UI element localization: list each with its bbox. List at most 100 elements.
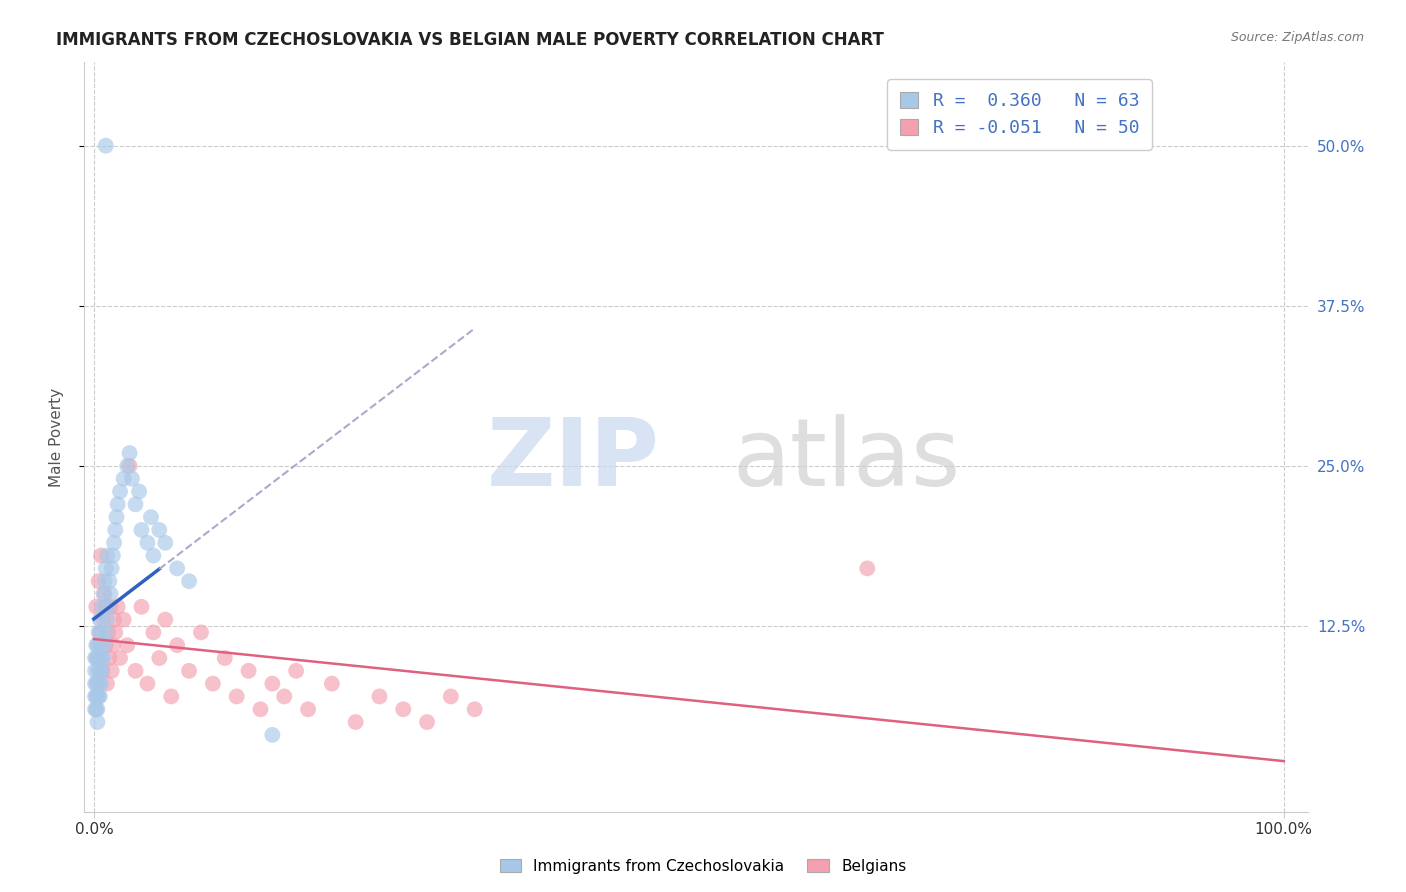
Point [104,625,127,640]
Point [98,574,121,589]
Point [84,599,107,614]
Point [93,587,115,601]
Point [93,574,115,589]
Point [84,651,107,665]
Text: Source: ZipAtlas.com: Source: ZipAtlas.com [1230,31,1364,45]
Legend: R =  0.360   N = 63, R = -0.051   N = 50: R = 0.360 N = 63, R = -0.051 N = 50 [887,79,1152,150]
Point [262,676,284,690]
Point [84,690,107,704]
Point [225,690,247,704]
Y-axis label: Male Poverty: Male Poverty [49,387,63,487]
Point [91,664,114,678]
Point [94,638,117,652]
Point [124,664,146,678]
Point [94,561,117,575]
Point [89,664,111,678]
Point [91,599,114,614]
Point [90,625,112,640]
Point [93,613,115,627]
Point [91,664,114,678]
Point [90,651,112,665]
Point [86,676,108,690]
Point [96,613,118,627]
Point [124,497,146,511]
Point [86,690,108,704]
Text: IMMIGRANTS FROM CZECHOSLOVAKIA VS BELGIAN MALE POVERTY CORRELATION CHART: IMMIGRANTS FROM CZECHOSLOVAKIA VS BELGIA… [56,31,884,49]
Point [89,613,111,627]
Point [87,676,110,690]
Point [155,535,177,549]
Point [93,651,115,665]
Point [297,702,319,716]
Point [392,702,415,716]
Point [89,638,111,652]
Point [121,472,143,486]
Point [321,676,343,690]
Point [94,599,117,614]
Point [87,651,110,665]
Point [464,702,486,716]
Point [105,510,128,524]
Point [856,561,879,575]
Point [103,613,125,627]
Point [84,702,107,716]
Point [84,651,107,665]
Point [84,638,107,652]
Point [148,651,170,665]
Point [238,664,260,678]
Point [273,690,295,704]
Point [118,446,141,460]
Point [86,702,108,716]
Point [94,625,117,640]
Text: atlas: atlas [733,414,960,506]
Point [86,714,108,729]
Point [97,599,120,614]
Point [96,549,118,563]
Point [115,638,138,652]
Point [262,728,284,742]
Point [90,549,112,563]
Point [104,523,127,537]
Point [285,664,308,678]
Point [86,638,108,652]
Point [98,651,121,665]
Point [84,702,107,716]
Point [249,702,271,716]
Point [101,549,124,563]
Point [89,625,111,640]
Point [142,625,165,640]
Point [100,561,122,575]
Point [87,574,110,589]
Point [84,676,107,690]
Point [103,535,125,549]
Point [101,638,124,652]
Point [87,690,110,704]
Point [139,510,162,524]
Point [100,599,122,614]
Point [142,549,165,563]
Point [118,458,141,473]
Point [100,587,122,601]
Legend: Immigrants from Czechoslovakia, Belgians: Immigrants from Czechoslovakia, Belgians [494,853,912,880]
Point [96,676,118,690]
Point [112,613,135,627]
Point [177,574,200,589]
Point [201,676,224,690]
Point [107,497,129,511]
Point [190,625,212,640]
Point [214,651,236,665]
Point [108,651,131,665]
Point [440,690,463,704]
Point [100,664,122,678]
Point [97,625,120,640]
Point [128,484,150,499]
Point [177,664,200,678]
Point [89,690,111,704]
Point [93,587,115,601]
Point [108,484,131,499]
Point [112,472,135,486]
Point [84,676,107,690]
Point [93,638,115,652]
Point [136,676,159,690]
Point [84,690,107,704]
